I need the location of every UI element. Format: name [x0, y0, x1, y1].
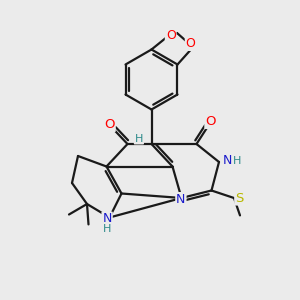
Text: N: N [176, 193, 186, 206]
Text: H: H [135, 134, 143, 144]
Text: O: O [166, 29, 175, 42]
Text: N: N [223, 154, 232, 167]
Text: O: O [205, 115, 216, 128]
Text: O: O [104, 118, 115, 131]
Text: N: N [102, 212, 112, 226]
Text: S: S [235, 191, 244, 205]
Text: H: H [103, 224, 111, 235]
Text: H: H [233, 155, 241, 166]
Text: O: O [186, 37, 196, 50]
